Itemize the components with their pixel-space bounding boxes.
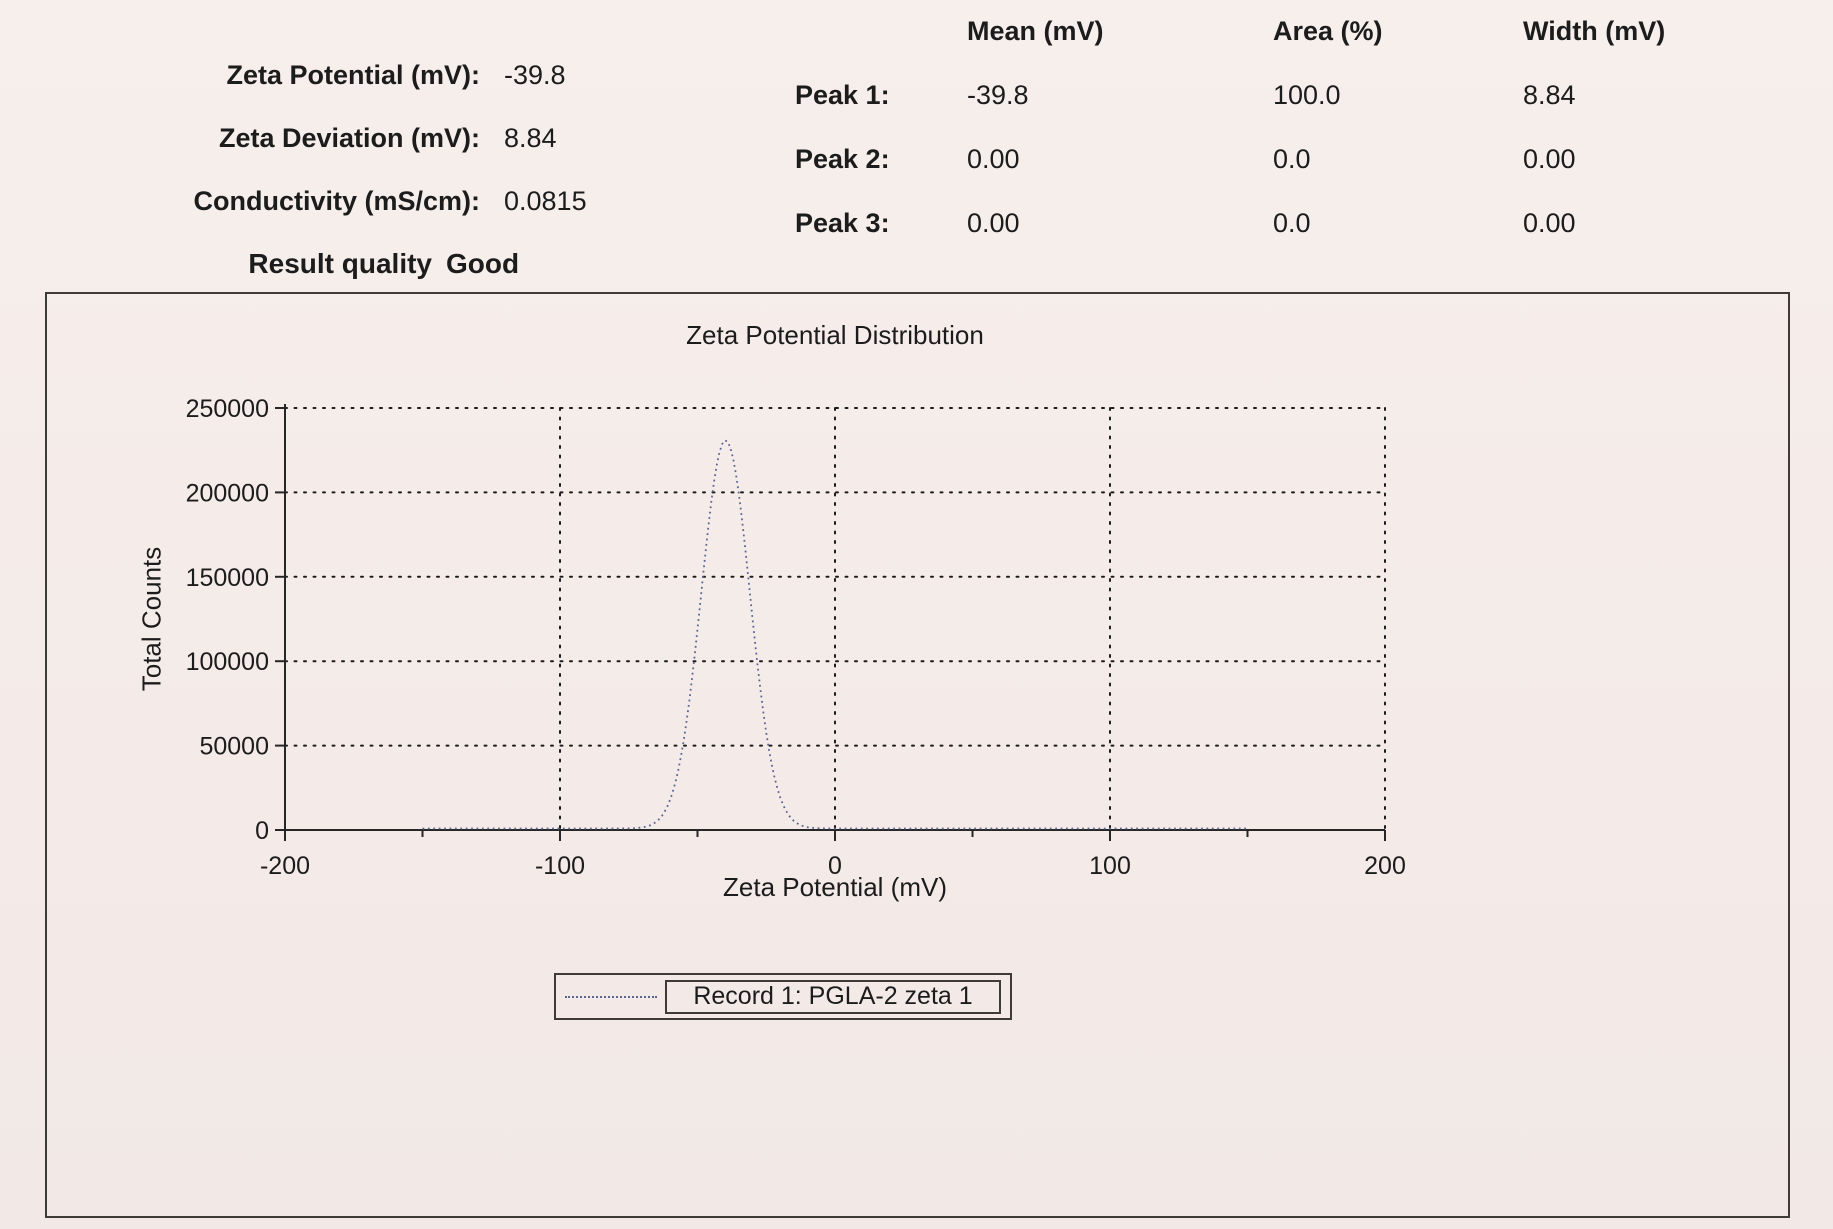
result-quality-value: Good: [446, 248, 520, 279]
peak3-area: 0.0: [1273, 208, 1311, 238]
legend-line-sample: [565, 995, 657, 998]
y-tick-label: 200000: [186, 479, 269, 507]
legend-entry: Record 1: PGLA-2 zeta 1: [665, 979, 1001, 1014]
peak3-mean: 0.00: [967, 208, 1020, 238]
x-tick-label: 0: [828, 852, 842, 880]
zeta-distribution-chart: Zeta Potential Distribution 0 50000 100000…: [45, 292, 1790, 1218]
peak3-label: Peak 3:: [795, 208, 890, 238]
peak-table-header-area: Area (%): [1273, 16, 1383, 46]
x-axis-title: Zeta Potential (mV): [723, 872, 947, 902]
peak2-width: 0.00: [1523, 144, 1576, 174]
summary-row: Conductivity (mS/cm): 0.0815: [55, 184, 755, 218]
x-tick-label: 200: [1364, 852, 1406, 880]
result-quality-row: Result quality Good: [55, 247, 755, 281]
conductivity-value: 0.0815: [504, 186, 587, 216]
peak-table-corner: [795, 14, 967, 48]
summary-row: Zeta Deviation (mV): 8.84: [55, 121, 755, 155]
zeta-potential-label: Zeta Potential (mV):: [226, 60, 480, 90]
peak3-width: 0.00: [1523, 208, 1576, 238]
y-axis-title: Total Counts: [136, 546, 167, 692]
y-tick-label: 100000: [186, 648, 269, 676]
peak2-mean: 0.00: [967, 144, 1020, 174]
peak1-label: Peak 1:: [795, 80, 890, 110]
peak1-area: 100.0: [1273, 80, 1341, 110]
peak1-mean: -39.8: [967, 80, 1029, 110]
x-tick-label: 100: [1089, 852, 1131, 880]
zeta-distribution-plot: 0 50000 100000 150000 200000 250000 -200 -100 0 1…: [186, 395, 1406, 880]
zeta-deviation-label: Zeta Deviation (mV):: [218, 123, 480, 153]
summary-row: Zeta Potential (mV): -39.8: [55, 58, 755, 92]
y-tick-label: 50000: [199, 733, 269, 761]
conductivity-label: Conductivity (mS/cm):: [193, 186, 480, 216]
chart-legend: Record 1: PGLA-2 zeta 1: [554, 973, 1012, 1020]
distribution-curve: [422, 439, 1248, 830]
zeta-deviation-value: 8.84: [504, 123, 557, 153]
peak-table-header-width: Width (mV): [1523, 16, 1666, 46]
peak2-label: Peak 2:: [795, 144, 890, 174]
peak-table: Mean (mV) Area (%) Width (mV) Peak 1: -3…: [795, 14, 1743, 240]
y-tick-label: 250000: [186, 395, 269, 423]
zeta-potential-value: -39.8: [504, 60, 566, 90]
x-tick-label: -100: [535, 852, 585, 880]
chart-title: Zeta Potential Distribution: [686, 320, 984, 350]
peak2-area: 0.0: [1273, 144, 1311, 174]
peak1-width: 8.84: [1523, 80, 1576, 110]
y-tick-label: 150000: [186, 564, 269, 592]
peak-table-header-mean: Mean (mV): [967, 16, 1104, 46]
result-quality-label: Result quality: [248, 248, 432, 279]
x-tick-label: -200: [260, 852, 310, 880]
result-summary: Zeta Potential (mV): -39.8 Zeta Deviatio…: [55, 58, 755, 281]
y-tick-label: 0: [255, 817, 269, 845]
